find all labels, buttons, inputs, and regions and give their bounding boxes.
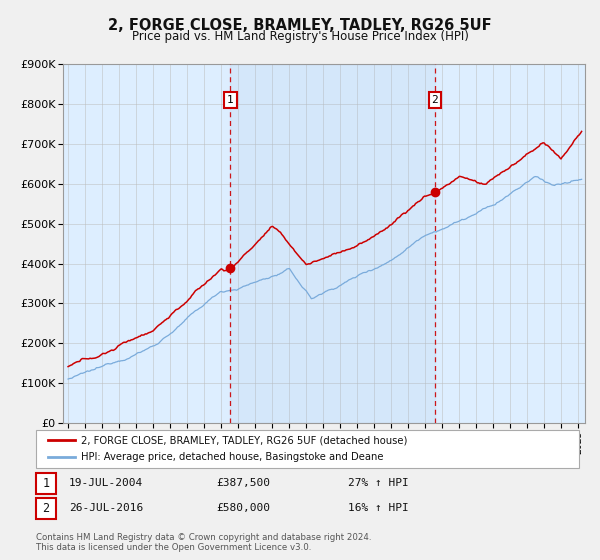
Text: 2, FORGE CLOSE, BRAMLEY, TADLEY, RG26 5UF: 2, FORGE CLOSE, BRAMLEY, TADLEY, RG26 5U… — [108, 18, 492, 33]
Text: This data is licensed under the Open Government Licence v3.0.: This data is licensed under the Open Gov… — [36, 543, 311, 552]
Text: 19-JUL-2004: 19-JUL-2004 — [69, 478, 143, 488]
Text: 27% ↑ HPI: 27% ↑ HPI — [348, 478, 409, 488]
Text: 2: 2 — [431, 95, 438, 105]
Text: HPI: Average price, detached house, Basingstoke and Deane: HPI: Average price, detached house, Basi… — [81, 452, 383, 462]
Text: Contains HM Land Registry data © Crown copyright and database right 2024.: Contains HM Land Registry data © Crown c… — [36, 533, 371, 542]
Text: 2, FORGE CLOSE, BRAMLEY, TADLEY, RG26 5UF (detached house): 2, FORGE CLOSE, BRAMLEY, TADLEY, RG26 5U… — [81, 435, 407, 445]
Text: £580,000: £580,000 — [216, 503, 270, 514]
Bar — [230, 64, 435, 423]
Text: Price paid vs. HM Land Registry's House Price Index (HPI): Price paid vs. HM Land Registry's House … — [131, 30, 469, 43]
Text: 2: 2 — [43, 502, 49, 515]
Text: 16% ↑ HPI: 16% ↑ HPI — [348, 503, 409, 514]
Text: £387,500: £387,500 — [216, 478, 270, 488]
Text: 1: 1 — [227, 95, 234, 105]
Text: 26-JUL-2016: 26-JUL-2016 — [69, 503, 143, 514]
Text: 1: 1 — [43, 477, 49, 490]
